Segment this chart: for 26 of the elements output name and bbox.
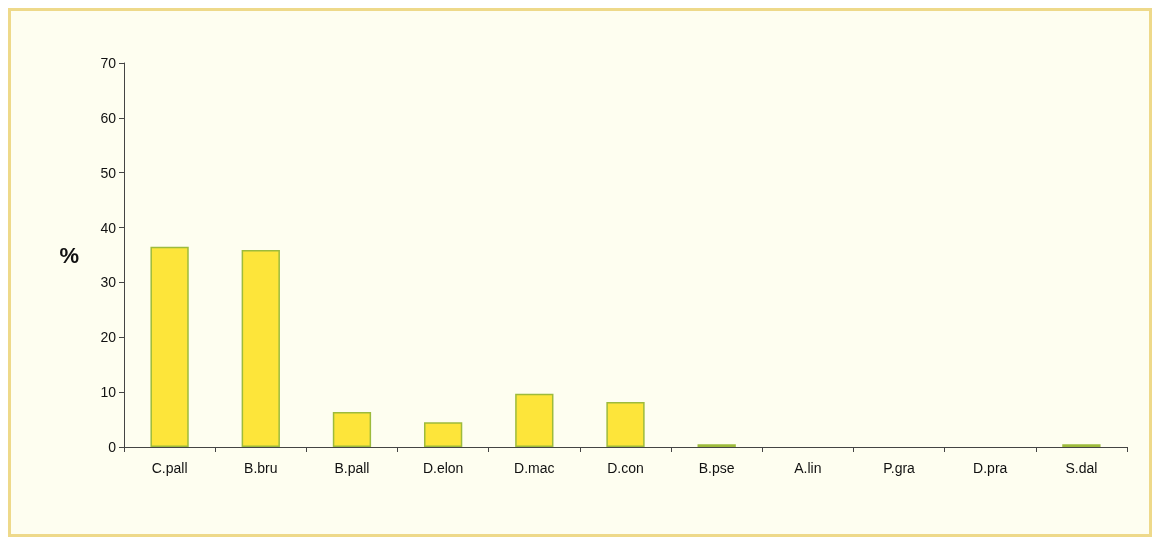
x-tick-label: D.elon	[422, 460, 464, 476]
x-tick-label: S.dal	[1065, 460, 1098, 476]
x-tick-label: B.pall	[334, 460, 370, 476]
x-tick-label: D.mac	[514, 460, 555, 476]
x-tick-label: A.lin	[794, 460, 822, 476]
y-tick-label: 70	[100, 55, 117, 71]
y-tick-label: 40	[100, 219, 117, 236]
y-tick-label: 10	[100, 384, 117, 401]
x-tick-label: C.pall	[151, 460, 188, 476]
x-tick-label: D.con	[607, 460, 644, 476]
y-tick-label: 30	[100, 274, 117, 291]
y-tick-label: 20	[100, 329, 117, 346]
bar	[241, 250, 280, 447]
bar	[515, 393, 554, 447]
bar	[150, 246, 189, 447]
x-tick-label: D.pra	[973, 460, 1008, 476]
y-tick-label: 0	[108, 439, 117, 455]
y-tick-label: 50	[100, 164, 117, 181]
bar	[423, 422, 463, 447]
bar	[332, 411, 372, 447]
y-tick-label: 60	[100, 109, 117, 126]
x-tick-label: B.pse	[698, 460, 735, 476]
bar	[606, 402, 645, 447]
x-tick-label: B.bru	[244, 460, 278, 476]
y-axis-title: %	[59, 242, 79, 268]
x-tick-label: P.gra	[883, 460, 916, 476]
